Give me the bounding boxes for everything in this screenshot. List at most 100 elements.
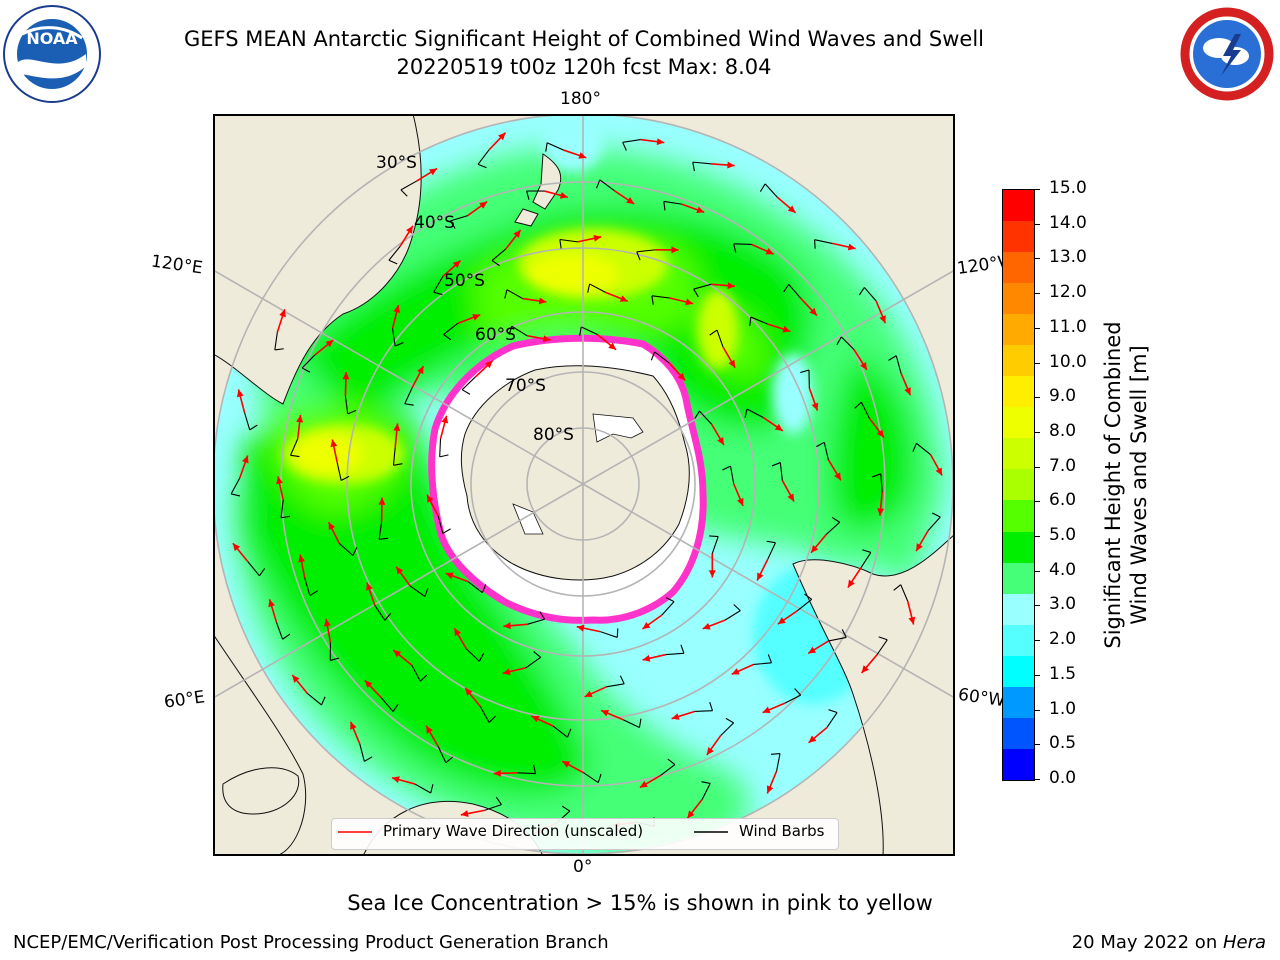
wind-barb	[414, 783, 431, 794]
wind-barb-flag	[770, 753, 781, 755]
wind-barb-flag	[767, 654, 773, 664]
wave-arrow-head	[808, 735, 817, 743]
wave-arrow-head	[465, 688, 473, 696]
wind-barb	[479, 706, 490, 723]
lat-label-30s: 30°S	[376, 153, 417, 173]
wind-barb	[465, 648, 480, 662]
map-panel	[213, 114, 955, 856]
wind-barb-flag	[814, 239, 816, 249]
wind-barb	[880, 473, 883, 492]
wave-arrow-head	[706, 747, 714, 756]
wave-arrow-head	[342, 372, 350, 380]
wave-arrow-head	[908, 616, 916, 625]
wind-barb	[230, 477, 241, 495]
wind-barb	[826, 712, 838, 728]
wind-barb	[290, 438, 299, 456]
wind-barb-flag	[872, 473, 881, 478]
wind-barb	[359, 743, 365, 762]
wind-barb-flag	[443, 334, 452, 341]
wave-arrow-head	[685, 298, 694, 306]
colorbar-cell	[1003, 748, 1034, 780]
wind-barb	[753, 662, 772, 666]
wind-barb-flag	[478, 653, 485, 662]
wind-barb	[767, 542, 776, 560]
wind-barb	[711, 536, 719, 554]
colorbar-tick-mark	[1034, 223, 1040, 225]
colorbar-tick-mark	[1034, 744, 1040, 746]
wind-barb-flag	[545, 142, 548, 152]
wind-barb	[307, 693, 322, 706]
wind-barb-flag	[749, 316, 752, 327]
colorbar-label-line2: Wind Waves and Swell [m]	[1127, 345, 1151, 625]
wind-barb-flag	[488, 715, 496, 723]
wind-barb	[589, 283, 606, 293]
wave-arrow-head	[242, 455, 249, 464]
wind-barb	[654, 351, 670, 364]
wind-barb-flag	[309, 590, 318, 597]
wind-barb	[339, 543, 354, 556]
wind-barb	[304, 578, 311, 596]
legend-wave-direction-label: Primary Wave Direction (unscaled)	[383, 822, 644, 840]
wind-barb	[244, 412, 251, 431]
australia	[214, 115, 422, 405]
wind-barb	[280, 499, 284, 518]
wind-barb-flag	[388, 259, 398, 265]
wind-barb-flag	[638, 718, 642, 728]
wind-barb	[378, 521, 383, 540]
wave-arrow-head	[417, 366, 424, 375]
colorbar-tick-mark	[1034, 536, 1040, 538]
wave-arrow-head	[513, 230, 521, 238]
colorbar-tick-mark	[1034, 709, 1040, 711]
colorbar-tick-mark	[1034, 258, 1040, 260]
wind-barb-flag	[836, 336, 842, 346]
colorbar-cell	[1003, 562, 1034, 594]
wind-barb-flag	[650, 351, 656, 361]
wave-arrow-head	[708, 570, 716, 578]
wind-barb-flag	[692, 162, 695, 172]
map-legend: Primary Wave Direction (unscaled) Wind B…	[331, 818, 839, 850]
wave-arrow-head	[559, 192, 568, 199]
colorbar-tick-label: 0.0	[1049, 768, 1077, 788]
wind-barb	[724, 610, 741, 621]
wind-barb-flag	[651, 295, 654, 305]
colorbar-cell	[1003, 531, 1034, 563]
wind-barb	[826, 521, 841, 535]
noaa-text: NOAA	[26, 29, 78, 48]
wind-barb	[443, 322, 459, 335]
chart-subtitle: 20220519 t00z 120h fcst Max: 8.04	[396, 55, 772, 79]
wind-barb	[860, 552, 872, 568]
lon-label-0: 0°	[573, 857, 593, 877]
wind-barb	[784, 694, 801, 704]
wind-barb-flag	[667, 758, 676, 765]
wave-arrow-head	[323, 618, 331, 627]
wind-barb-flag	[862, 549, 872, 553]
wave-arrow-head	[503, 622, 511, 630]
wave-arrow-head	[350, 721, 357, 730]
footer-credit: NCEP/EMC/Verification Post Processing Pr…	[13, 932, 609, 953]
wave-arrow-head	[445, 572, 454, 580]
wave-arrow-head	[687, 810, 695, 819]
wave-arrow-head	[935, 467, 943, 476]
wave-arrow-head	[876, 429, 884, 438]
colorbar-tick-label: 8.0	[1049, 420, 1077, 441]
wave-arrow-head	[292, 675, 300, 683]
wave-arrow-head	[330, 439, 338, 448]
colorbar-cell	[1003, 438, 1034, 470]
colorbar-tick-mark	[1034, 189, 1040, 190]
wind-barb-flag	[258, 568, 266, 577]
wind-barb	[606, 683, 625, 688]
wind-barb	[622, 139, 641, 143]
wave-arrow-head	[452, 260, 461, 269]
wave-arrow-head	[268, 599, 275, 608]
wave-arrow-head	[860, 361, 867, 370]
wind-barb-flag	[616, 628, 619, 638]
colorbar-tick-mark	[1034, 327, 1040, 329]
wind-barb-flag	[597, 773, 602, 783]
colorbar-tick-mark	[1034, 466, 1040, 468]
wave-arrow-head	[279, 309, 286, 318]
wind-barb-flag	[249, 424, 258, 431]
wave-arrow-head	[765, 248, 774, 255]
wind-barb	[764, 183, 778, 198]
wave-arrow-head	[737, 497, 744, 506]
wave-arrow-head	[728, 359, 736, 368]
